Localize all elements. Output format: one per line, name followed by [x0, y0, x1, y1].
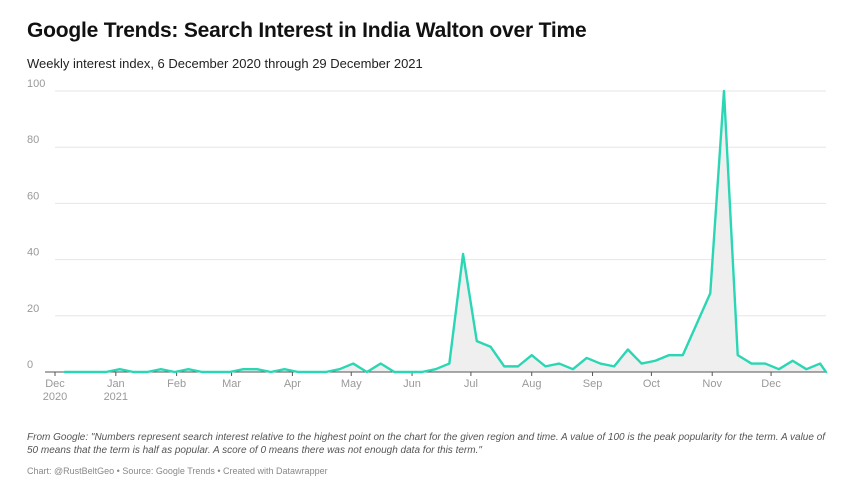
data-point — [352, 362, 354, 364]
x-tick-label: Mar — [222, 378, 241, 390]
data-point — [476, 340, 478, 342]
data-point — [778, 368, 780, 370]
series-area — [64, 90, 827, 373]
data-point — [421, 371, 423, 373]
data-point — [517, 365, 519, 367]
y-tick-label: 0 — [27, 359, 33, 371]
data-point — [311, 371, 313, 373]
data-point — [448, 362, 450, 364]
x-tick-label: Oct — [643, 378, 660, 390]
series-line-group — [63, 89, 828, 374]
data-point — [407, 371, 409, 373]
data-point — [366, 371, 368, 373]
data-point — [750, 362, 752, 364]
data-point — [544, 365, 546, 367]
data-point — [558, 362, 560, 364]
x-tick-label: Dec — [761, 378, 781, 390]
data-point — [531, 354, 533, 356]
data-point — [503, 365, 505, 367]
y-tick-label: 20 — [27, 303, 39, 315]
data-point — [119, 368, 121, 370]
data-point — [393, 371, 395, 373]
data-point — [613, 365, 615, 367]
data-point — [173, 371, 175, 373]
area-fill-group — [64, 90, 827, 373]
data-point — [338, 368, 340, 370]
data-point — [825, 371, 827, 373]
data-point — [325, 371, 327, 373]
data-point — [640, 362, 642, 364]
y-tick-label: 60 — [27, 190, 39, 202]
chart-subtitle: Weekly interest index, 6 December 2020 t… — [27, 56, 423, 71]
data-point — [572, 368, 574, 370]
data-point — [819, 362, 821, 364]
x-tick-label: Feb — [167, 378, 186, 390]
y-tick-label: 40 — [27, 247, 39, 259]
data-point — [723, 90, 725, 92]
x-tick-label: Dec — [45, 378, 65, 390]
data-point — [105, 371, 107, 373]
data-point — [379, 362, 381, 364]
data-point — [682, 354, 684, 356]
x-tick-label: Apr — [284, 378, 301, 390]
data-point — [654, 360, 656, 362]
x-tick-label: 2020 — [43, 391, 67, 403]
data-point — [709, 292, 711, 294]
data-point — [215, 371, 217, 373]
data-point — [160, 368, 162, 370]
x-tick-label: Nov — [702, 378, 722, 390]
data-point — [434, 368, 436, 370]
data-point — [791, 360, 793, 362]
data-point — [489, 346, 491, 348]
data-point — [283, 368, 285, 370]
x-tick-label: Jun — [403, 378, 421, 390]
x-tick-label: Aug — [522, 378, 542, 390]
data-point — [270, 371, 272, 373]
data-point — [599, 362, 601, 364]
chart-title: Google Trends: Search Interest in India … — [27, 19, 587, 42]
data-point — [64, 371, 66, 373]
y-tick-label: 80 — [27, 134, 39, 146]
x-tick-label: 2021 — [104, 391, 128, 403]
series-line — [63, 89, 828, 374]
x-tick-label: Jul — [464, 378, 478, 390]
data-point — [805, 368, 807, 370]
data-point — [627, 348, 629, 350]
data-point — [187, 368, 189, 370]
data-point — [201, 371, 203, 373]
data-point — [668, 354, 670, 356]
methodology-note: From Google: "Numbers represent search i… — [27, 432, 826, 456]
x-tick-label: Sep — [583, 378, 603, 390]
data-point — [695, 323, 697, 325]
data-point — [764, 362, 766, 364]
data-point — [132, 371, 134, 373]
x-tick-label: Jan — [107, 378, 125, 390]
data-point — [462, 253, 464, 255]
data-point — [146, 371, 148, 373]
gridlines: 0 20 40 60 80 100 — [27, 78, 826, 371]
data-point — [228, 371, 230, 373]
data-point — [737, 354, 739, 356]
data-point — [256, 368, 258, 370]
data-point — [297, 371, 299, 373]
data-point — [242, 368, 244, 370]
y-tick-label: 100 — [27, 78, 45, 90]
x-tick-label: May — [341, 378, 362, 390]
data-point — [585, 357, 587, 359]
data-point — [91, 371, 93, 373]
source-credit: Chart: @RustBeltGeo • Source: Google Tre… — [27, 466, 328, 476]
data-point — [77, 371, 79, 373]
